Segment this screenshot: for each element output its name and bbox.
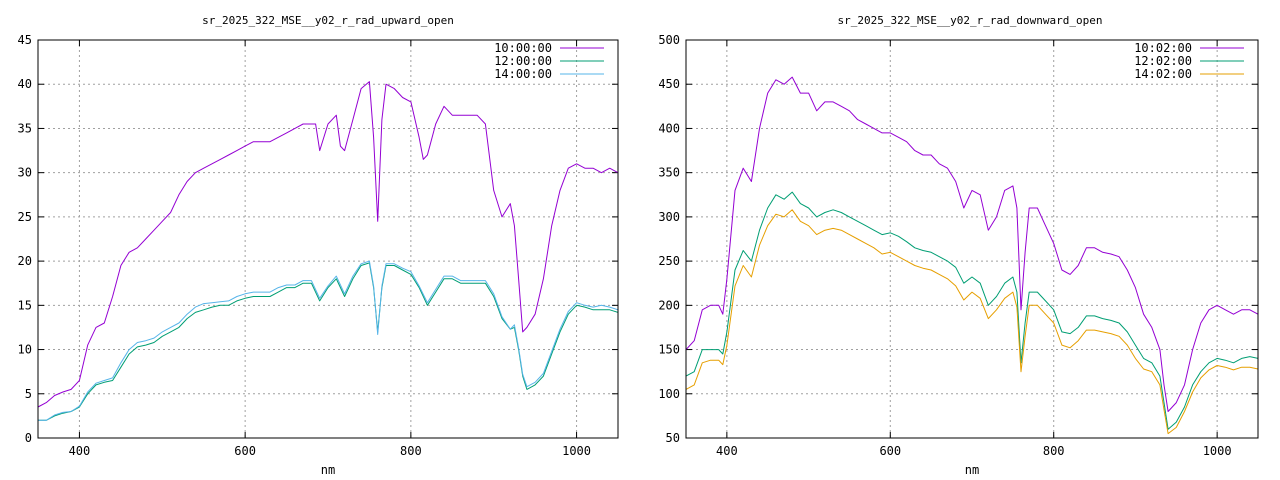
y-tick-label: 5 xyxy=(25,387,32,401)
x-tick-label: 1000 xyxy=(562,444,591,458)
series-line-3 xyxy=(686,209,1258,435)
chart-panel-2: sr_2025_322_MSE__y02_r_rad_downward_open… xyxy=(658,14,1259,477)
legend-label: 10:02:00 xyxy=(1134,41,1192,55)
y-tick-label: 50 xyxy=(666,431,680,445)
y-tick-label: 45 xyxy=(18,33,32,47)
y-tick-label: 450 xyxy=(658,77,680,91)
y-tick-label: 500 xyxy=(658,33,680,47)
x-tick-label: 800 xyxy=(1043,444,1065,458)
legend-label: 12:00:00 xyxy=(494,54,552,68)
series-line-3 xyxy=(38,260,618,421)
y-tick-label: 350 xyxy=(658,166,680,180)
x-tick-label: 400 xyxy=(69,444,91,458)
y-tick-label: 100 xyxy=(658,387,680,401)
series-line-1 xyxy=(686,76,1258,412)
plot-frame xyxy=(685,39,1259,439)
y-tick-label: 30 xyxy=(18,166,32,180)
y-tick-label: 10 xyxy=(18,343,32,357)
x-tick-label: 600 xyxy=(879,444,901,458)
y-tick-label: 300 xyxy=(658,210,680,224)
y-tick-label: 250 xyxy=(658,254,680,268)
legend-label: 14:00:00 xyxy=(494,67,552,81)
plot-frame xyxy=(37,39,619,439)
y-tick-label: 25 xyxy=(18,210,32,224)
y-tick-label: 15 xyxy=(18,298,32,312)
x-tick-label: 800 xyxy=(400,444,422,458)
x-axis-label: nm xyxy=(965,463,979,477)
y-tick-label: 400 xyxy=(658,121,680,135)
legend-label: 14:02:00 xyxy=(1134,67,1192,81)
x-tick-label: 1000 xyxy=(1203,444,1232,458)
y-tick-label: 40 xyxy=(18,77,32,91)
chart-title: sr_2025_322_MSE__y02_r_rad_downward_open xyxy=(838,14,1103,27)
series-line-1 xyxy=(38,81,618,408)
y-tick-label: 0 xyxy=(25,431,32,445)
x-tick-label: 400 xyxy=(716,444,738,458)
series-line-2 xyxy=(686,191,1258,430)
y-tick-label: 35 xyxy=(18,121,32,135)
legend-label: 12:02:00 xyxy=(1134,54,1192,68)
chart-title: sr_2025_322_MSE__y02_r_rad_upward_open xyxy=(202,14,454,27)
y-tick-label: 150 xyxy=(658,343,680,357)
chart-panel-1: sr_2025_322_MSE__y02_r_rad_upward_open 0 5… xyxy=(18,14,619,477)
x-tick-label: 600 xyxy=(234,444,256,458)
legend-label: 10:00:00 xyxy=(494,41,552,55)
y-tick-label: 200 xyxy=(658,298,680,312)
x-axis-label: nm xyxy=(321,463,335,477)
y-tick-label: 20 xyxy=(18,254,32,268)
